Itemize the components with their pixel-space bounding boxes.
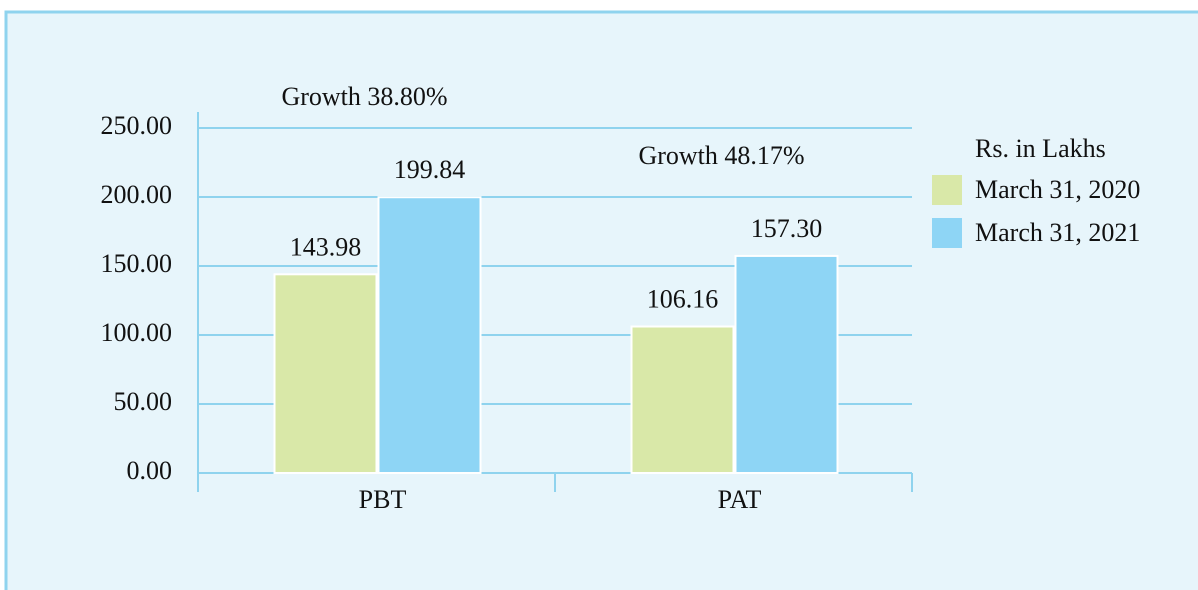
y-tick-label: 250.00 <box>101 111 173 140</box>
chart-background <box>4 10 1198 590</box>
legend-label: March 31, 2021 <box>975 218 1140 247</box>
legend-title: Rs. in Lakhs <box>975 134 1106 163</box>
bar <box>377 196 482 474</box>
legend-label: March 31, 2020 <box>975 175 1140 204</box>
y-tick-label: 150.00 <box>101 249 173 278</box>
y-tick-label: 200.00 <box>101 180 173 209</box>
y-tick-label: 100.00 <box>101 318 173 347</box>
legend-swatch <box>932 175 962 205</box>
bar <box>273 273 378 474</box>
bar <box>734 254 839 474</box>
x-tick-label: PBT <box>359 485 407 514</box>
data-label: 143.98 <box>290 232 362 261</box>
data-label: 199.84 <box>394 155 466 184</box>
marks <box>273 196 839 474</box>
data-label: 106.16 <box>647 284 719 313</box>
data-label: 157.30 <box>751 214 823 243</box>
annotation: Growth 48.17% <box>638 141 804 170</box>
legend-swatch <box>932 218 962 248</box>
bar <box>630 325 735 474</box>
x-tick-label: PAT <box>718 485 762 514</box>
annotation: Growth 38.80% <box>281 82 447 111</box>
y-tick-label: 50.00 <box>114 387 173 416</box>
y-tick-label: 0.00 <box>127 456 173 485</box>
